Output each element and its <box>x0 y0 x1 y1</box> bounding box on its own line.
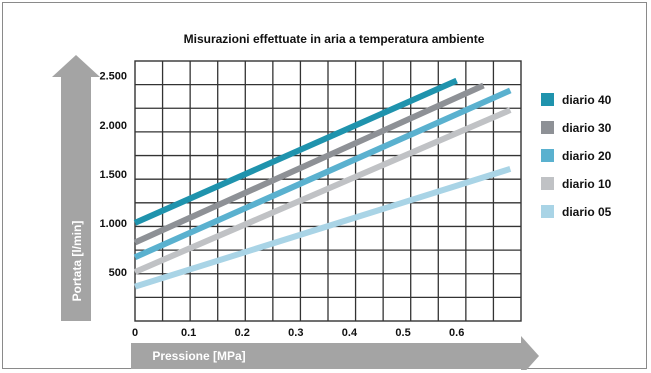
x-tick-label: 0.3 <box>288 327 303 339</box>
series-line <box>133 77 458 226</box>
x-tick-label: 0.4 <box>342 327 358 339</box>
y-tick-label: 1.000 <box>99 218 127 230</box>
x-tick-label: 0.6 <box>449 327 464 339</box>
x-tick-label: 0 <box>132 327 138 339</box>
y-tick-label: 500 <box>109 267 127 279</box>
x-tick-label: 0.5 <box>395 327 410 339</box>
y-axis-arrow: Portata [l/min] <box>52 55 100 321</box>
legend-swatch <box>541 149 554 162</box>
y-axis-label: Portata [l/min] <box>70 221 84 302</box>
x-axis-label: Pressione [MPa] <box>152 349 245 363</box>
x-tick-label: 0.2 <box>235 327 250 339</box>
legend: diario 40 diario 30 diario 20 diario 10 diar… <box>541 93 612 219</box>
x-tick-label: 0.1 <box>181 327 196 339</box>
legend-label: diario 20 <box>562 149 612 163</box>
legend-swatch <box>541 121 554 134</box>
y-tick-label: 2.000 <box>99 120 127 132</box>
series-line <box>133 82 485 246</box>
y-axis-ticks: 500 1.000 1.500 2.000 2.500 <box>99 71 127 279</box>
series-line <box>134 166 512 290</box>
legend-label: diario 30 <box>562 121 612 135</box>
x-axis-ticks: 0 0.1 0.2 0.3 0.4 0.5 0.6 <box>132 327 464 339</box>
y-tick-label: 1.500 <box>99 169 127 181</box>
legend-swatch <box>541 177 554 190</box>
legend-swatch <box>541 205 554 218</box>
legend-label: diario 05 <box>562 205 612 219</box>
series-line <box>133 87 512 260</box>
chart-title: Misurazioni effettuate in aria a tempera… <box>184 32 485 46</box>
legend-swatch <box>541 93 554 106</box>
grid <box>134 60 522 322</box>
series-lines <box>133 77 512 290</box>
chart-frame: Misurazioni effettuate in aria a tempera… <box>2 2 647 370</box>
legend-label: diario 40 <box>562 93 612 107</box>
y-tick-label: 2.500 <box>99 71 127 83</box>
x-axis-arrow: Pressione [MPa] <box>131 336 539 370</box>
legend-label: diario 10 <box>562 177 612 191</box>
line-chart: Misurazioni effettuate in aria a tempera… <box>52 32 612 370</box>
series-line <box>133 107 512 275</box>
